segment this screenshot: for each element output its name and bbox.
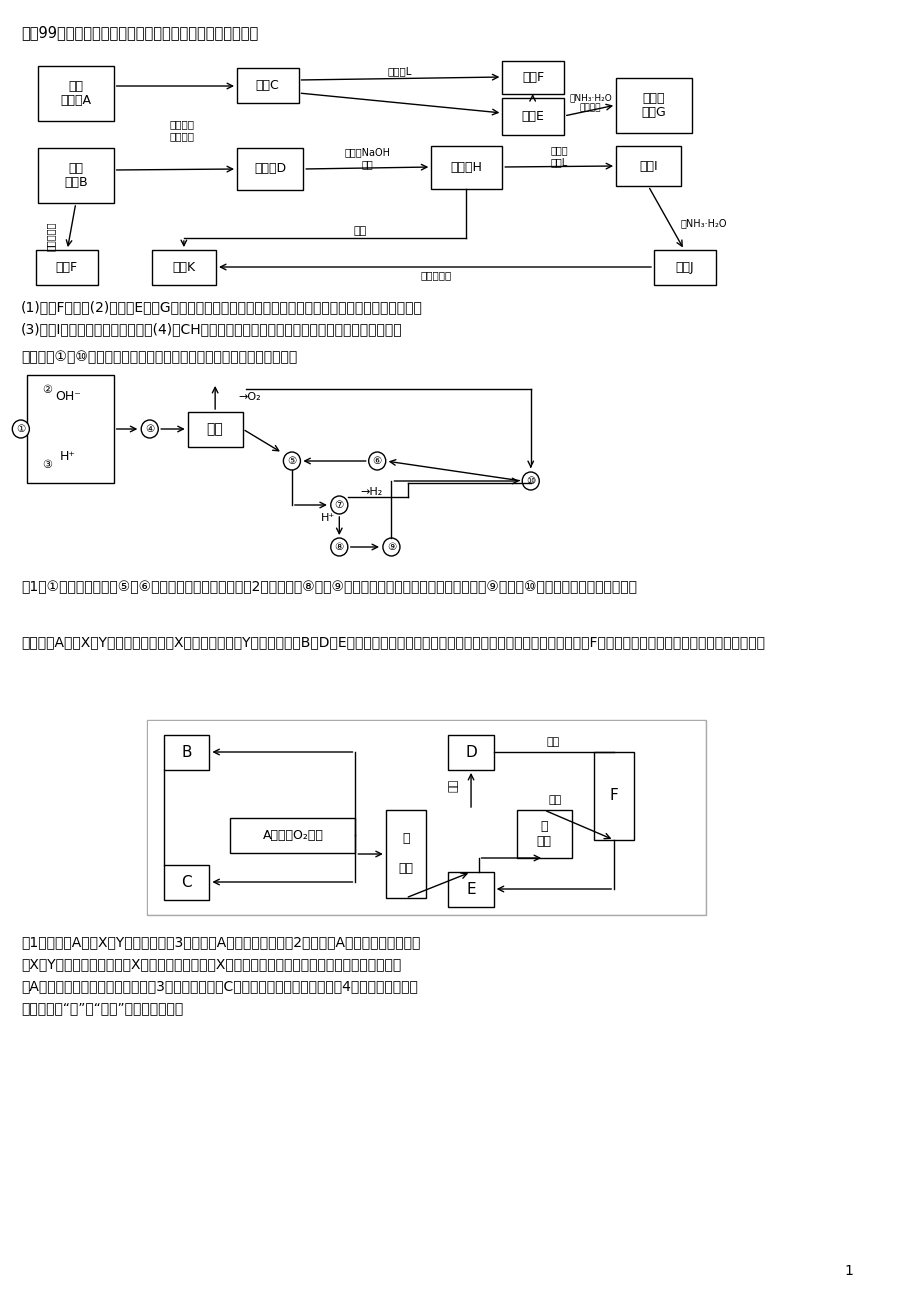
- Text: 在一定条
件下反应: 在一定条 件下反应: [169, 120, 194, 140]
- Text: H⁺: H⁺: [321, 514, 335, 523]
- FancyBboxPatch shape: [164, 734, 210, 770]
- Circle shape: [331, 497, 347, 514]
- Text: 加NH₃·H₂O: 加NH₃·H₂O: [680, 218, 726, 227]
- FancyBboxPatch shape: [36, 250, 97, 285]
- Text: ②: ②: [42, 385, 52, 395]
- Text: ①: ①: [17, 424, 26, 434]
- Text: 加强碱溶液: 加强碱溶液: [420, 270, 451, 280]
- Text: B: B: [181, 745, 192, 760]
- FancyBboxPatch shape: [448, 872, 494, 907]
- Text: 单质F: 单质F: [521, 72, 544, 84]
- Text: H⁺: H⁺: [60, 451, 76, 464]
- Text: 加固体NaOH
熔融: 加固体NaOH 熔融: [345, 147, 391, 169]
- FancyBboxPatch shape: [502, 98, 563, 135]
- FancyBboxPatch shape: [385, 810, 425, 898]
- FancyBboxPatch shape: [616, 146, 680, 186]
- Text: D: D: [465, 745, 476, 760]
- FancyBboxPatch shape: [148, 722, 704, 914]
- FancyBboxPatch shape: [431, 146, 502, 188]
- Text: 加NH₃·H₂O
通入空气: 加NH₃·H₂O 通入空气: [569, 94, 611, 113]
- Text: 甲

高温: 甲 高温: [398, 832, 413, 875]
- Text: C: C: [181, 875, 192, 891]
- Circle shape: [331, 538, 347, 556]
- FancyBboxPatch shape: [230, 818, 355, 853]
- Text: 溶液I: 溶液I: [639, 160, 657, 173]
- FancyBboxPatch shape: [237, 148, 303, 190]
- Circle shape: [283, 452, 301, 471]
- Text: 1: 1: [844, 1264, 852, 1278]
- Text: E: E: [466, 881, 475, 897]
- Text: ③: ③: [42, 460, 52, 471]
- Text: (1)单质F是＿。(2)写出由E生成G的离子反应方程式（或化学方程式）＿＿＿＿＿＿＿＿＿＿＿＿＿。: (1)单质F是＿。(2)写出由E生成G的离子反应方程式（或化学方程式）＿＿＿＿＿…: [21, 300, 422, 315]
- Text: 溶液K: 溶液K: [172, 261, 195, 274]
- Text: 电解: 电解: [207, 422, 223, 437]
- Text: ⑧: ⑧: [335, 542, 344, 552]
- FancyBboxPatch shape: [594, 751, 633, 840]
- Circle shape: [382, 538, 400, 556]
- Text: F: F: [609, 789, 618, 803]
- FancyBboxPatch shape: [516, 810, 571, 858]
- Text: (3)溶液I中所含金属离子是＿＿。(4)由CH若改用浓酸，则不能选用的浓酸是（写分子式）＿＿。: (3)溶液I中所含金属离子是＿＿。(4)由CH若改用浓酸，则不能选用的浓酸是（写…: [21, 322, 402, 335]
- Text: ⑨: ⑨: [386, 542, 395, 552]
- Text: 加热: 加热: [546, 737, 560, 747]
- Text: 加热: 加热: [548, 796, 562, 805]
- Text: 乙
加热: 乙 加热: [536, 820, 550, 848]
- Text: 化合物H: 化合物H: [450, 161, 482, 174]
- Text: ④: ④: [145, 424, 154, 434]
- Text: （1）若气体A中，X与Y的质量比小于3，则气体A中肯定有＿＿＿（2）若气体A的分子为线型结构，: （1）若气体A中，X与Y的质量比小于3，则气体A中肯定有＿＿＿（2）若气体A的分…: [21, 935, 420, 949]
- FancyBboxPatch shape: [27, 374, 114, 484]
- Text: （1）①的化学式为＿，⑤和⑥反应的化学方程式为＿。（2）实验室由⑧制取⑨的操作为＿，反应的化学方程式为＿，⑨转变为⑩的化学方程式为＿＿＿＿。: （1）①的化学式为＿，⑤和⑥反应的化学方程式为＿。（2）实验室由⑧制取⑨的操作为…: [21, 580, 636, 594]
- FancyBboxPatch shape: [152, 250, 216, 285]
- Text: A与足量O₂燃烧: A与足量O₂燃烧: [262, 829, 323, 842]
- Text: 一（99）提示：某些金属氧化物跟燕融烧碱反应可生成盐。: 一（99）提示：某些金属氧化物跟燕融烧碱反应可生成盐。: [21, 25, 258, 40]
- Text: OH⁻: OH⁻: [55, 390, 81, 403]
- Text: 高温: 高温: [448, 779, 459, 792]
- Text: 二、下图①到⑩分别代表反应中的一种物质，且它们均为化学中常见物质: 二、下图①到⑩分别代表反应中的一种物质，且它们均为化学中常见物质: [21, 350, 297, 364]
- Text: →O₂: →O₂: [239, 393, 261, 402]
- Text: →H₂: →H₂: [359, 488, 382, 497]
- FancyBboxPatch shape: [147, 720, 705, 915]
- Text: 溶液E: 溶液E: [521, 111, 544, 124]
- Text: 单质C: 单质C: [255, 79, 279, 92]
- Text: 粉状
化合物A: 粉状 化合物A: [61, 79, 91, 108]
- Text: 化合物D: 化合物D: [254, 162, 286, 176]
- Circle shape: [12, 420, 29, 438]
- FancyBboxPatch shape: [38, 66, 114, 121]
- FancyBboxPatch shape: [502, 61, 563, 94]
- Text: 加水: 加水: [353, 226, 367, 237]
- FancyBboxPatch shape: [187, 412, 243, 447]
- FancyBboxPatch shape: [164, 864, 210, 900]
- Circle shape: [369, 452, 385, 471]
- Text: 粉状
单质B: 粉状 单质B: [64, 161, 87, 190]
- Circle shape: [522, 472, 539, 490]
- FancyBboxPatch shape: [237, 68, 299, 103]
- Text: 加强碱溶液: 加强碱溶液: [45, 221, 55, 251]
- FancyBboxPatch shape: [38, 148, 114, 203]
- Text: ⑥: ⑥: [372, 456, 381, 465]
- Text: 红褐色
沉淀G: 红褐色 沉淀G: [641, 91, 665, 120]
- Text: 备A的化学反应方程式为＿＿＿＿（3）写出固体甲与C反应的化学方程式＿＿＿＿（4）能否确定乙固体: 备A的化学反应方程式为＿＿＿＿（3）写出固体甲与C反应的化学方程式＿＿＿＿（4）…: [21, 979, 417, 993]
- Circle shape: [141, 420, 158, 438]
- Text: 单质F: 单质F: [56, 261, 78, 274]
- FancyBboxPatch shape: [653, 250, 715, 285]
- Text: 加稀酸L: 加稀酸L: [387, 66, 412, 75]
- FancyBboxPatch shape: [616, 78, 691, 133]
- Text: 且X与Y两元素的质量比等于X的相对原子质量，则X位于元素周期表的第＿＿周期＿＿族，实验室制: 且X与Y两元素的质量比等于X的相对原子质量，则X位于元素周期表的第＿＿周期＿＿族…: [21, 957, 401, 971]
- Text: 加过量
稀酸L: 加过量 稀酸L: [550, 146, 567, 166]
- Text: ⑤: ⑤: [287, 456, 296, 465]
- Text: 沉淀J: 沉淀J: [675, 261, 693, 274]
- Text: ⑩: ⑩: [526, 476, 535, 486]
- Text: 三、气体A只含X、Y两种短周期元素，X的原子序数大于Y的原子序数。B、D、E是中学化学中的常见气体。固体甲为单质，固体乙为金属氧化物，F为金属单质。各物质有如图: 三、气体A只含X、Y两种短周期元素，X的原子序数大于Y的原子序数。B、D、E是中…: [21, 634, 764, 649]
- Text: ⑦: ⑦: [335, 500, 344, 510]
- FancyBboxPatch shape: [448, 734, 494, 770]
- Text: 的成分（填“能”或“不能”）＿＿＿＿＿＿: 的成分（填“能”或“不能”）＿＿＿＿＿＿: [21, 1001, 183, 1015]
